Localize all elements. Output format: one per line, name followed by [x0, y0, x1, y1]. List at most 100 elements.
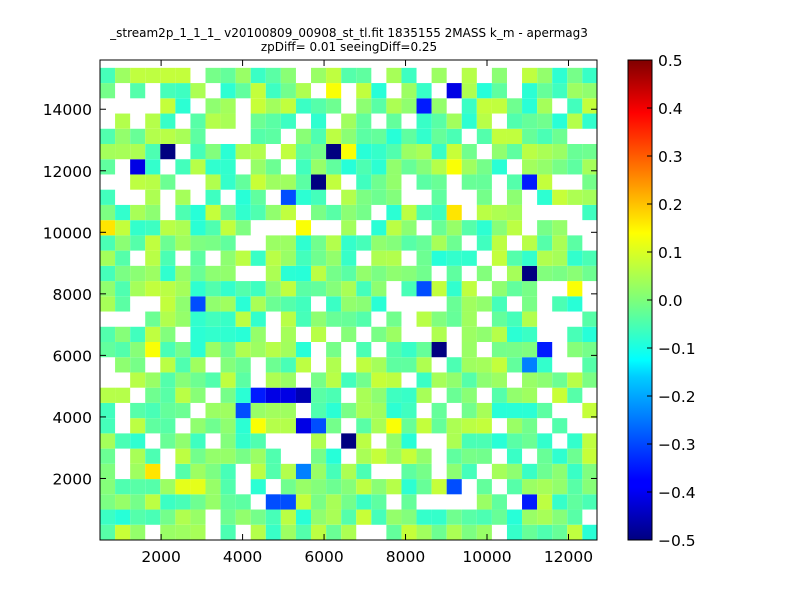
heatmap-cell	[160, 372, 176, 388]
heatmap-cell	[190, 220, 206, 236]
heatmap-cell	[100, 463, 116, 480]
heatmap-cell	[190, 235, 206, 251]
heatmap-cell	[401, 128, 417, 144]
heatmap-cell	[491, 296, 507, 312]
heatmap-cell	[130, 372, 146, 388]
heatmap-cell	[371, 220, 387, 236]
heatmap-cell	[431, 220, 447, 236]
heatmap-cell	[235, 204, 251, 221]
heatmap-cell	[235, 311, 251, 327]
heatmap-cell	[386, 174, 402, 190]
heatmap-cell	[537, 174, 553, 190]
heatmap-cell	[522, 144, 538, 160]
heatmap-cell	[115, 250, 131, 266]
heatmap-cell	[311, 387, 327, 403]
heatmap-cell	[145, 144, 161, 160]
heatmap-cell	[416, 204, 432, 221]
heatmap-cell	[100, 296, 116, 312]
heatmap-cell	[100, 326, 116, 342]
heatmap-cell	[311, 128, 327, 144]
heatmap-cell	[311, 204, 327, 221]
heatmap-cell	[446, 281, 462, 297]
heatmap-cell	[522, 174, 538, 190]
heatmap-cell	[295, 296, 312, 312]
heatmap-cell	[265, 250, 281, 266]
heatmap-cell	[175, 448, 191, 464]
heatmap-cell	[190, 159, 206, 175]
heatmap-cell	[491, 433, 507, 449]
heatmap-cell	[280, 463, 296, 480]
heatmap-cell	[582, 372, 597, 388]
heatmap-cell	[235, 296, 251, 312]
heatmap-cell	[537, 235, 553, 251]
heatmap-cell	[401, 144, 417, 160]
heatmap-cell	[552, 235, 568, 251]
heatmap-cell	[130, 128, 146, 144]
heatmap-cell	[522, 113, 538, 129]
heatmap-cell	[145, 67, 161, 84]
heatmap-cell	[160, 509, 176, 525]
heatmap-cell	[491, 235, 507, 251]
heatmap-cell	[491, 311, 507, 327]
heatmap-cell	[190, 524, 206, 540]
heatmap-cell	[190, 433, 206, 449]
heatmap-cell	[522, 326, 538, 342]
heatmap-cell	[145, 281, 161, 297]
heatmap-cell	[371, 98, 387, 114]
heatmap-cell	[537, 250, 553, 266]
heatmap-cell	[506, 281, 523, 297]
heatmap-cell	[522, 265, 538, 282]
heatmap-cell	[175, 524, 191, 540]
heatmap-cell	[235, 448, 251, 464]
heatmap-cell	[341, 281, 357, 297]
heatmap-cell	[341, 250, 357, 266]
heatmap-cell	[205, 235, 221, 251]
heatmap-cell	[250, 433, 266, 449]
heatmap-cell	[250, 67, 266, 84]
heatmap-cell	[130, 204, 146, 221]
heatmap-cell	[130, 524, 146, 540]
y-tick-label: 6000	[53, 347, 92, 365]
heatmap-cell	[280, 144, 296, 160]
heatmap-cell	[280, 83, 296, 99]
heatmap-cell	[326, 83, 342, 99]
heatmap-cell	[160, 83, 176, 99]
heatmap-cell	[220, 326, 236, 342]
heatmap-cell	[416, 113, 432, 129]
heatmap-cell	[250, 144, 266, 160]
heatmap-cell	[115, 296, 131, 312]
heatmap-cell	[311, 113, 327, 129]
heatmap-cell	[537, 128, 553, 144]
heatmap-cell	[115, 235, 131, 251]
heatmap-cell	[326, 342, 342, 358]
heatmap-cell	[522, 494, 538, 510]
heatmap-cell	[145, 326, 161, 342]
heatmap-cell	[250, 250, 266, 266]
colorbar-tick-label: 0.5	[658, 52, 683, 70]
heatmap-cell	[175, 83, 191, 99]
heatmap-cell	[250, 159, 266, 175]
heatmap-cell	[491, 98, 507, 114]
heatmap-cell	[582, 311, 597, 327]
heatmap-cell	[506, 342, 523, 358]
heatmap-cell	[160, 98, 176, 114]
heatmap-cell	[235, 174, 251, 190]
heatmap-cell	[250, 128, 266, 144]
heatmap-cell	[326, 296, 342, 312]
heatmap-cell	[295, 159, 312, 175]
heatmap-cell	[567, 463, 583, 480]
heatmap-cell	[100, 220, 116, 236]
heatmap-cell	[280, 204, 296, 221]
heatmap-cell	[491, 357, 507, 373]
heatmap-cell	[115, 433, 131, 449]
heatmap-cell	[567, 433, 583, 449]
heatmap-cell	[416, 387, 432, 403]
heatmap-cell	[265, 159, 281, 175]
heatmap-cell	[431, 159, 447, 175]
heatmap-cell	[220, 250, 236, 266]
heatmap-cell	[205, 418, 221, 434]
heatmap-cell	[280, 357, 296, 373]
heatmap-cell	[431, 98, 447, 114]
heatmap-cell	[416, 159, 432, 175]
heatmap-cell	[220, 494, 236, 510]
